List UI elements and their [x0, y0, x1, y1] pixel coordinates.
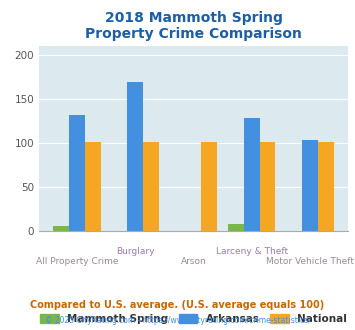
Bar [53, 226, 69, 231]
Bar [69, 115, 85, 231]
Bar [302, 140, 318, 231]
Bar [228, 224, 244, 231]
Text: All Property Crime: All Property Crime [36, 257, 118, 266]
Bar [85, 142, 100, 231]
Text: Compared to U.S. average. (U.S. average equals 100): Compared to U.S. average. (U.S. average … [31, 300, 324, 310]
Bar [318, 142, 334, 231]
Bar [244, 118, 260, 231]
Bar [260, 142, 275, 231]
Text: © 2025 CityRating.com - https://www.cityrating.com/crime-statistics/: © 2025 CityRating.com - https://www.city… [45, 316, 310, 325]
Bar [127, 82, 143, 231]
Text: Arson: Arson [181, 257, 206, 266]
Legend: Mammoth Spring, Arkansas, National: Mammoth Spring, Arkansas, National [40, 314, 347, 324]
Text: Burglary: Burglary [116, 247, 154, 256]
Bar [143, 142, 159, 231]
Text: Motor Vehicle Theft: Motor Vehicle Theft [266, 257, 354, 266]
Text: Larceny & Theft: Larceny & Theft [216, 247, 288, 256]
Title: 2018 Mammoth Spring
Property Crime Comparison: 2018 Mammoth Spring Property Crime Compa… [85, 11, 302, 41]
Bar [201, 142, 217, 231]
